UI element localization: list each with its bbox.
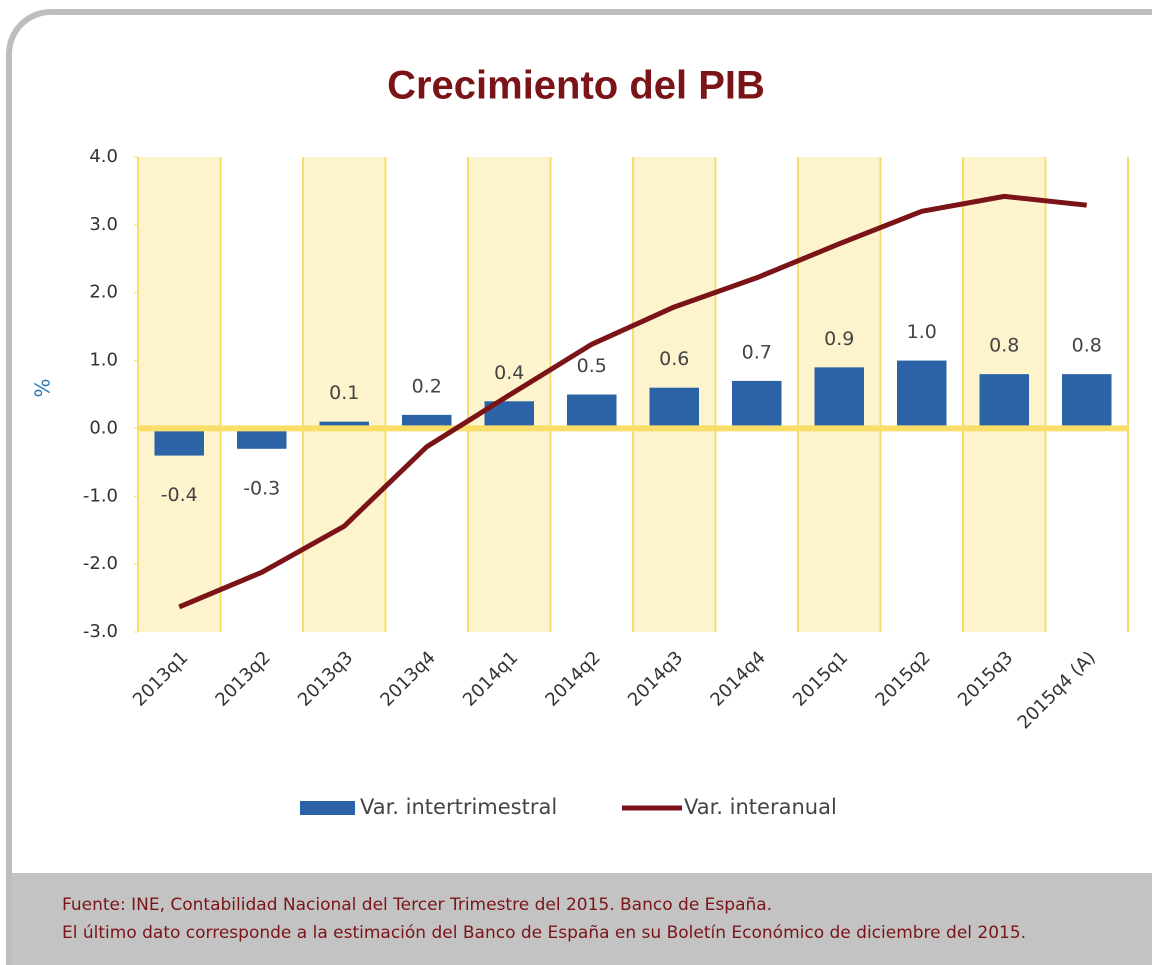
legend-label: Var. interanual (684, 795, 837, 819)
footer-band (9, 873, 1152, 965)
bar (154, 428, 204, 456)
legend-swatch (300, 801, 355, 815)
data-label: 0.1 (329, 382, 359, 404)
y-tick-label: 4.0 (89, 146, 118, 167)
bar (897, 360, 947, 429)
bar (814, 367, 864, 429)
y-tick-label: -3.0 (83, 621, 118, 642)
data-label: 0.9 (824, 328, 854, 350)
y-axis-label: % (31, 378, 55, 397)
data-label: 0.5 (577, 355, 607, 377)
y-tick-label: 2.0 (89, 282, 118, 303)
bar (402, 414, 452, 429)
data-label: 0.7 (742, 341, 772, 363)
panel-border (6, 9, 1152, 965)
data-label: 1.0 (907, 321, 937, 343)
y-tick-label: 0.0 (89, 417, 118, 438)
footer-note: Fuente: INE, Contabilidad Nacional del T… (62, 895, 772, 915)
y-tick-label: 1.0 (89, 350, 118, 371)
bar (979, 374, 1029, 429)
band-shade (138, 157, 221, 632)
y-tick-label: -1.0 (83, 485, 118, 506)
bar (567, 394, 617, 429)
footer-note: El último dato corresponde a la estimaci… (62, 923, 1026, 943)
band-shade (303, 157, 386, 632)
y-tick-label: 3.0 (89, 214, 118, 235)
data-label: -0.4 (161, 484, 198, 506)
bar (237, 428, 287, 449)
data-label: 0.6 (659, 348, 689, 370)
bar (319, 421, 369, 429)
legend-label: Var. intertrimestral (360, 795, 557, 819)
data-label: 0.8 (989, 335, 1019, 357)
bar (1062, 374, 1112, 429)
line-series (178, 193, 1088, 610)
chart-title: Crecimiento del PIB (387, 64, 765, 108)
data-label: -0.3 (243, 477, 280, 499)
bar (732, 380, 782, 429)
data-label: 0.4 (494, 362, 524, 384)
y-tick-label: -2.0 (83, 553, 118, 574)
data-label: 0.2 (412, 375, 442, 397)
bar (649, 387, 699, 429)
data-label: 0.8 (1072, 335, 1102, 357)
